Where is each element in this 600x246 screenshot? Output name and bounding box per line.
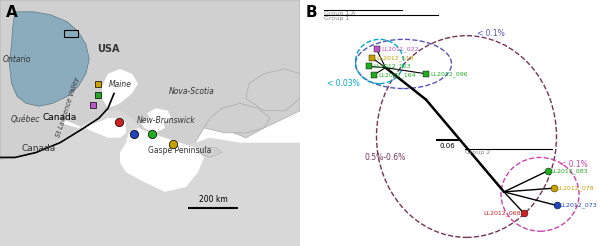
Polygon shape — [147, 108, 171, 123]
Text: Ontario: Ontario — [2, 55, 31, 63]
Text: LL2012_163: LL2012_163 — [373, 63, 411, 69]
Text: LL2012_096: LL2012_096 — [431, 71, 468, 77]
Text: Maine: Maine — [109, 80, 131, 89]
Text: LL2012_164: LL2012_164 — [378, 72, 416, 78]
Polygon shape — [102, 69, 138, 108]
Text: < 0.03%: < 0.03% — [327, 79, 360, 88]
Text: Canada: Canada — [43, 113, 77, 122]
Text: B: B — [306, 5, 317, 20]
Polygon shape — [228, 113, 249, 128]
Text: LL2011_022: LL2011_022 — [381, 46, 419, 52]
Polygon shape — [0, 111, 300, 246]
Text: Canada: Canada — [22, 144, 56, 153]
Text: < 0.1%: < 0.1% — [560, 160, 588, 169]
Text: LL2012_068: LL2012_068 — [483, 210, 521, 216]
Text: Québec: Québec — [11, 115, 40, 124]
Text: LL2012_118: LL2012_118 — [377, 55, 414, 61]
Polygon shape — [204, 103, 270, 133]
Polygon shape — [246, 69, 300, 111]
Text: USA: USA — [97, 44, 119, 54]
Text: A: A — [6, 5, 18, 20]
Text: St Lawrence Valley: St Lawrence Valley — [55, 76, 80, 138]
Polygon shape — [60, 118, 126, 138]
Text: Group 1.A: Group 1.A — [324, 11, 355, 16]
Text: 200 km: 200 km — [199, 195, 227, 204]
Text: Group 2: Group 2 — [465, 150, 490, 155]
Polygon shape — [0, 0, 300, 202]
Polygon shape — [120, 128, 204, 192]
Text: LL2012_083: LL2012_083 — [551, 168, 588, 174]
Text: New-Brunswick: New-Brunswick — [137, 116, 196, 125]
Text: < 0.1%: < 0.1% — [477, 29, 505, 38]
Text: LL2012_073: LL2012_073 — [560, 202, 597, 208]
Text: Gaspé Peninsula: Gaspé Peninsula — [148, 145, 212, 155]
Polygon shape — [141, 118, 165, 133]
Text: Group 1: Group 1 — [324, 16, 349, 21]
Text: 0.5%-0.6%: 0.5%-0.6% — [365, 153, 406, 162]
Text: 0.06: 0.06 — [440, 143, 455, 149]
Text: Nova-Scotia: Nova-Scotia — [169, 87, 215, 95]
Text: LL2012_078: LL2012_078 — [557, 185, 594, 191]
Polygon shape — [198, 148, 222, 157]
